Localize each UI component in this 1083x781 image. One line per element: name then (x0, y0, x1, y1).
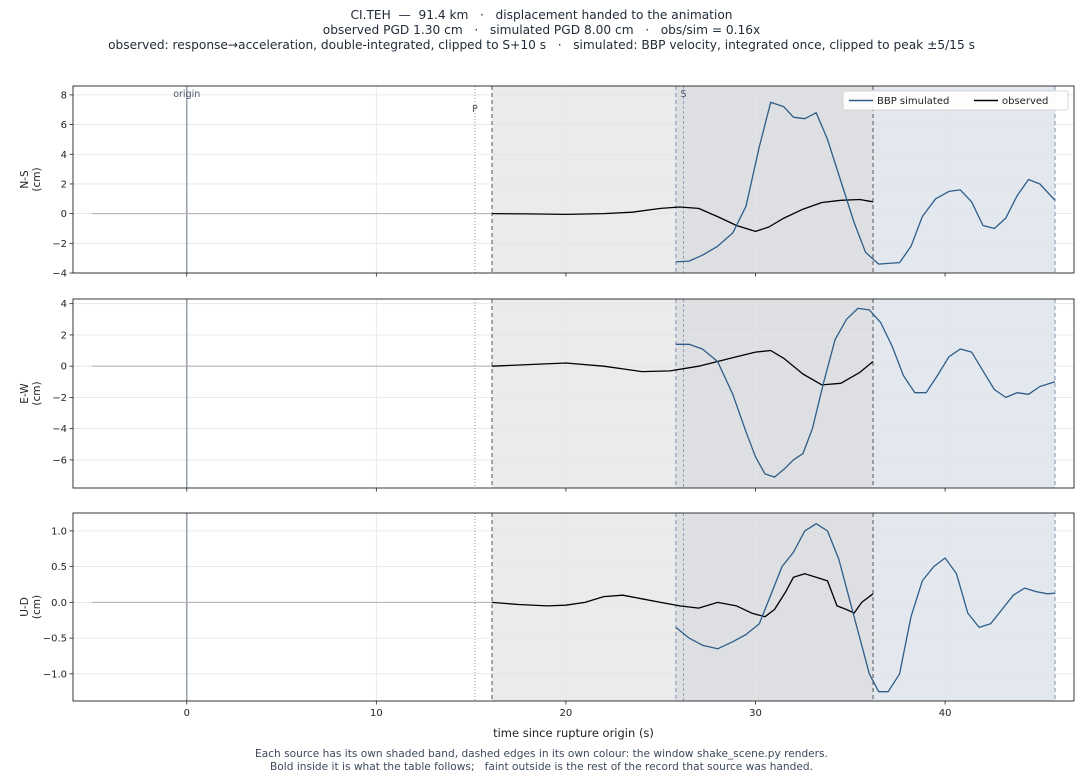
y-tick-label: 4 (61, 150, 67, 161)
observed-window-band (491, 299, 676, 488)
caption-line-2: Bold inside it is what the table follows… (270, 760, 813, 773)
series-group (491, 523, 1056, 693)
origin-label: origin (173, 89, 200, 100)
legend-box (842, 90, 1069, 111)
y-tick-label: 0 (61, 362, 67, 373)
observed-trace (491, 573, 874, 618)
title-line-2: observed PGD 1.30 cm · simulated PGD 8.0… (322, 23, 761, 37)
panel-frame (72, 512, 1075, 702)
series-group (491, 307, 1056, 478)
panel-frame (72, 298, 1075, 489)
title-line-3: observed: response→acceleration, double-… (108, 38, 975, 52)
panel-frame (72, 85, 1075, 274)
observed-window-band (491, 513, 676, 701)
y-tick-label: 8 (61, 90, 67, 101)
y-axis-label: N-S (19, 170, 31, 189)
y-tick-label: 0.0 (51, 598, 67, 609)
simulated-trace (675, 101, 1056, 265)
y-tick-label: 2 (61, 330, 67, 341)
s-arrival-label: S (680, 89, 686, 100)
x-tick-label: 0 (184, 708, 190, 719)
y-axis-unit: (cm) (31, 595, 43, 619)
caption-line-1: Each source has its own shaded band, das… (255, 748, 828, 760)
y-axis-label: U-D (19, 597, 31, 617)
simulated-window-band (873, 513, 1056, 701)
y-tick-label: −2 (52, 393, 67, 404)
y-tick-label: 6 (61, 120, 67, 131)
figure-title: CI.TEH — 91.4 km · displacement handed t… (0, 8, 1083, 53)
x-tick-label: 10 (370, 708, 383, 719)
observed-trace (491, 198, 874, 233)
panel-1: −4 −2 0 2 4 6 8 N-S (cm) origin P S BBP simulated obs… (19, 85, 1075, 280)
y-tick-label: 1.0 (51, 526, 67, 537)
y-axis-unit: (cm) (31, 167, 43, 191)
x-tick-label: 40 (939, 708, 952, 719)
y-axis-label: E-W (19, 383, 31, 404)
y-tick-label: 0 (61, 209, 67, 220)
x-tick-label: 20 (560, 708, 573, 719)
y-tick-label: −2 (52, 239, 67, 250)
panel-3: −1.0 −0.5 0.0 0.5 1.0 U-D (cm) 0 10 20 30 40 time si… (19, 512, 1075, 740)
y-tick-label: 2 (61, 179, 67, 190)
x-tick-label: 30 (749, 708, 762, 719)
title-line-1: CI.TEH — 91.4 km · displacement handed t… (350, 8, 733, 22)
simulated-window-band (873, 86, 1056, 273)
y-tick-label: −0.5 (43, 634, 67, 645)
simulated-trace (675, 307, 1056, 478)
panel-2: −6 −4 −2 0 2 4 E-W (cm) (19, 298, 1075, 492)
figure-caption: Each source has its own shaded band, das… (0, 748, 1083, 773)
y-tick-label: 4 (61, 299, 67, 310)
legend-label-simulated: BBP simulated (877, 96, 949, 107)
y-tick-label: −4 (52, 269, 67, 280)
series-group (491, 101, 1056, 265)
x-axis-label: time since rupture origin (s) (493, 726, 654, 740)
observed-window-band (491, 86, 676, 273)
y-tick-label: −4 (52, 424, 67, 435)
overlap-window-band (675, 513, 874, 701)
y-tick-label: −6 (52, 455, 67, 466)
observed-trace (491, 349, 874, 386)
legend: BBP simulated observed (842, 90, 1069, 111)
simulated-trace (675, 523, 1056, 693)
legend-label-observed: observed (1002, 96, 1048, 107)
y-tick-label: 0.5 (51, 562, 67, 573)
p-arrival-label: P (472, 104, 478, 115)
overlap-window-band (675, 86, 874, 273)
y-axis-unit: (cm) (31, 381, 43, 405)
y-tick-label: −1.0 (43, 669, 67, 680)
